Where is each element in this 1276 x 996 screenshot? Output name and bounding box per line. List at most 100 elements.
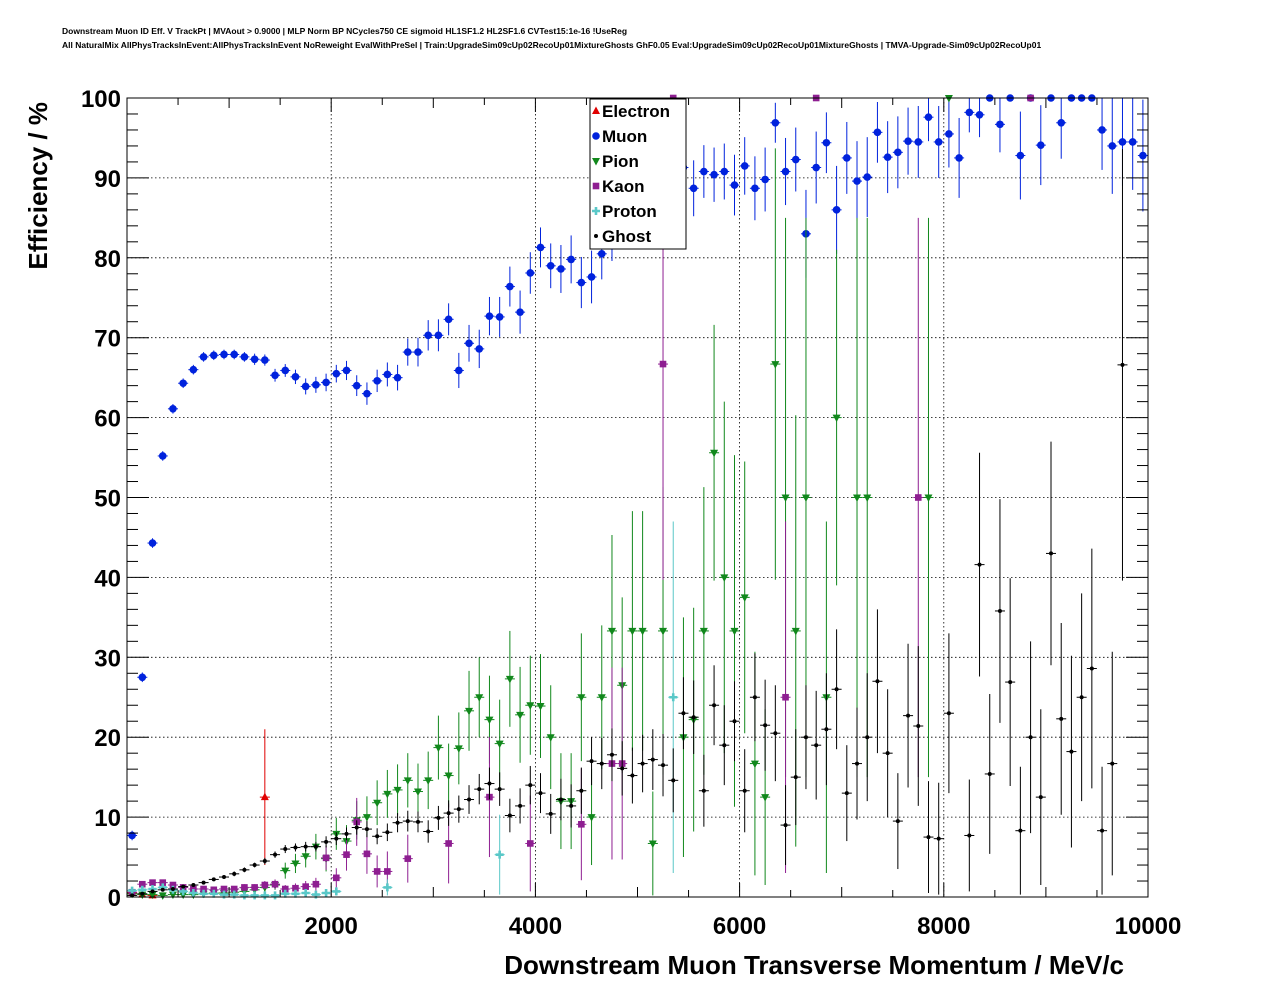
muon-point: [301, 382, 310, 391]
ghost-marker-core: [426, 829, 431, 834]
legend-label-muon: Muon: [602, 127, 647, 146]
kaon-point: [659, 360, 667, 368]
ghost-point: [987, 771, 992, 776]
ghost-marker-core: [487, 781, 492, 786]
pion-point: [791, 627, 800, 636]
muon-point: [485, 312, 494, 320]
legend-marker-kaon: [592, 182, 600, 190]
muon-point: [158, 452, 167, 460]
ghost-point: [211, 877, 216, 882]
muon-point: [720, 167, 729, 176]
ghost-point: [834, 687, 839, 692]
ghost-point: [467, 797, 472, 802]
proton-point: [301, 889, 310, 898]
kaon-point: [292, 884, 299, 892]
series-ghost: [127, 149, 1128, 898]
ghost-point: [528, 783, 533, 788]
series-electron: [127, 729, 270, 899]
ghost-point: [426, 829, 431, 834]
muon-point: [220, 350, 228, 359]
pion-point: [853, 494, 862, 502]
ghost-marker-core: [609, 752, 614, 757]
pion-point: [475, 694, 484, 702]
chart-title-line1: Downstream Muon ID Eff. V TrackPt | MVAo…: [62, 26, 628, 36]
muon-point: [444, 315, 453, 324]
ghost-point: [1008, 680, 1013, 685]
ghost-marker-core: [620, 766, 625, 771]
muon-point: [822, 138, 831, 147]
x-tick-label: 4000: [509, 913, 562, 940]
muon-point: [506, 282, 514, 291]
ghost-point: [252, 863, 257, 868]
muon-point: [894, 148, 902, 157]
pion-point: [281, 867, 290, 876]
ghost-point: [436, 815, 441, 820]
ghost-point: [926, 835, 931, 840]
ghost-marker-core: [640, 761, 645, 766]
pion-point: [863, 494, 872, 502]
ghost-marker-core: [415, 819, 420, 824]
ghost-point: [773, 731, 778, 736]
muon-point: [812, 163, 820, 172]
muon-point: [730, 181, 739, 189]
ghost-marker-core: [589, 759, 594, 764]
chart-title-line2: All NaturalMix AllPhysTracksInEvent:AllP…: [62, 40, 1042, 50]
y-tick-label: 80: [94, 246, 121, 273]
ghost-marker-core: [906, 713, 911, 718]
ghost-point: [170, 887, 175, 892]
x-tick-label: 8000: [917, 913, 970, 940]
ghost-marker-core: [844, 791, 849, 796]
pion-point: [699, 627, 708, 636]
ghost-marker-core: [283, 847, 288, 852]
pion-point: [730, 627, 739, 636]
kaon-point: [241, 884, 248, 891]
ghost-point: [1049, 551, 1054, 556]
pion-point: [771, 361, 780, 369]
pion-point: [546, 734, 555, 742]
y-tick-label: 90: [94, 166, 121, 193]
ghost-point: [844, 791, 849, 796]
muon-point: [597, 250, 606, 258]
ghost-marker-core: [681, 711, 686, 716]
ghost-marker-core: [221, 875, 226, 880]
ghost-point: [936, 836, 941, 841]
muon-point: [587, 273, 596, 281]
kaon-point: [914, 494, 922, 501]
kaon-point: [322, 854, 330, 862]
muon-point: [434, 331, 443, 340]
ghost-point: [1100, 828, 1105, 833]
legend-label-proton: Proton: [602, 202, 657, 221]
proton-point: [209, 889, 218, 898]
electron-point: [260, 792, 269, 801]
muon-point: [383, 370, 392, 379]
ghost-point: [722, 743, 727, 748]
y-tick-label: 40: [94, 565, 121, 592]
ghost-marker-core: [518, 803, 523, 808]
muon-point: [965, 108, 974, 117]
ghost-marker-core: [936, 836, 941, 841]
muon-point: [312, 381, 320, 389]
ghost-point: [783, 823, 788, 828]
ghost-point: [507, 813, 512, 818]
ghost-marker-core: [977, 562, 982, 567]
ghost-point: [824, 727, 829, 732]
ghost-marker-core: [211, 877, 216, 882]
ghost-point: [191, 883, 196, 888]
proton-point: [128, 886, 137, 895]
muon-point: [393, 373, 402, 382]
ghost-point: [865, 735, 870, 740]
muon-point: [322, 378, 330, 387]
pion-point: [750, 760, 759, 769]
pion-point: [526, 702, 535, 710]
ghost-marker-core: [661, 763, 666, 768]
ghost-marker-core: [722, 743, 727, 748]
pion-point: [373, 799, 382, 808]
muon-point: [495, 313, 504, 321]
proton-point: [332, 887, 341, 896]
ghost-point: [150, 889, 155, 894]
ghost-marker-core: [1110, 761, 1115, 766]
legend-box: [589, 98, 687, 250]
kaon-point: [230, 885, 238, 893]
ghost-marker-core: [916, 724, 921, 729]
muon-point: [209, 351, 218, 360]
